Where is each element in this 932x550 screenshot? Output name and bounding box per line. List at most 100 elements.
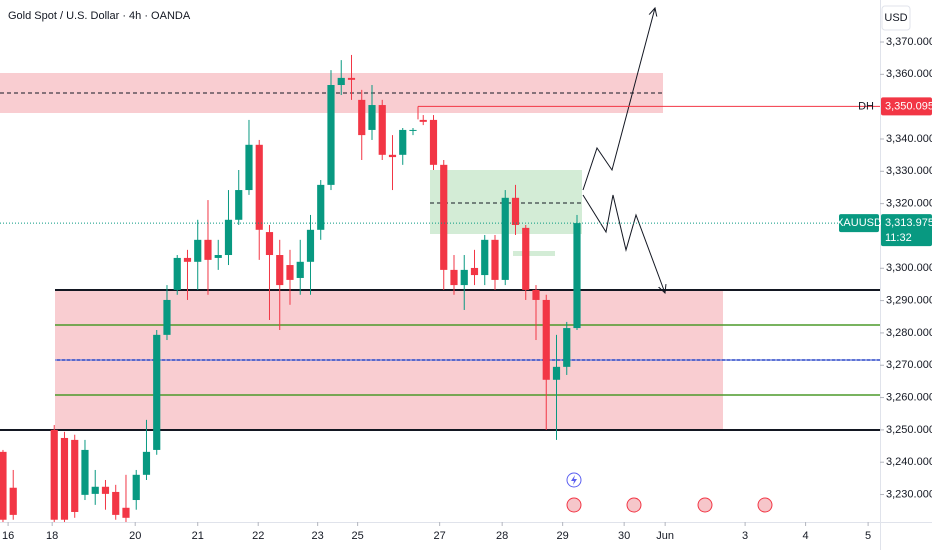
y-tick-label: 3,250.000 (886, 424, 932, 436)
candle-body (173, 257, 181, 290)
event-icon[interactable] (697, 497, 713, 513)
candle-body (204, 239, 212, 260)
x-tick-label: 18 (46, 530, 58, 542)
candle-body (91, 486, 99, 494)
candle-body (112, 491, 120, 515)
small-zone (513, 251, 555, 256)
candle-body (276, 255, 284, 286)
candle-body (419, 119, 427, 122)
candle-body (450, 269, 458, 286)
candle-body (542, 299, 550, 380)
candle-body (142, 451, 151, 475)
x-tick-label: 5 (865, 530, 871, 542)
y-tick-label: 3,260.000 (886, 391, 932, 403)
candle-body (60, 437, 69, 520)
candle-body (409, 129, 417, 131)
x-tick-label: 28 (496, 530, 508, 542)
candle-body (286, 265, 294, 280)
candle-body (481, 239, 489, 276)
candle-body (81, 449, 89, 495)
symbol-label: XAUUSD (836, 217, 882, 229)
candle-body (132, 474, 140, 501)
event-icon[interactable] (626, 497, 642, 513)
x-tick-label: 25 (352, 530, 364, 542)
y-tick-label: 3,340.000 (886, 133, 932, 145)
candle-body (327, 85, 335, 185)
drawings: Gold Spot / U.S. Dollar · 4h · OANDA (0, 8, 880, 522)
unit-box[interactable] (881, 5, 911, 31)
x-tick-label: 16 (2, 530, 14, 542)
candle-body (552, 366, 561, 380)
y-tick-label: 3,230.000 (886, 488, 932, 500)
candle-body (563, 328, 571, 367)
candle-body (388, 154, 397, 158)
candle-body (460, 269, 468, 286)
x-tick-label: 30 (618, 530, 630, 542)
price-line-label: DH (858, 100, 874, 112)
unit-label: USD (884, 12, 907, 24)
overlay: 3,230.000 3,240.000 3,250.000 3,260.000 3,27… (2, 36, 932, 542)
x-tick-label: 21 (192, 530, 204, 542)
x-tick-label: 22 (252, 530, 264, 542)
event-icon[interactable] (566, 497, 582, 513)
candle-body (50, 429, 58, 520)
last-price-label: 3,313.975 (885, 217, 932, 229)
candle-body (101, 486, 110, 494)
y-tick-label: 3,240.000 (886, 456, 932, 468)
candle-body (573, 223, 581, 329)
candle-body (224, 219, 233, 256)
x-tick-label: 29 (557, 530, 569, 542)
y-tick-label: 3,330.000 (886, 165, 932, 177)
y-tick-label: 3,290.000 (886, 295, 932, 307)
candle-body (245, 144, 253, 191)
candle-body (9, 487, 17, 515)
candle-body (265, 232, 274, 256)
event-icon-glyph (571, 475, 577, 485)
candle-body (235, 190, 243, 220)
candle-body (501, 197, 509, 280)
x-tick-label: 27 (434, 530, 446, 542)
candle-body (122, 507, 130, 518)
candle-body (399, 129, 407, 155)
candle-body (296, 261, 304, 278)
last-price-badge (881, 214, 932, 247)
candle-body (429, 119, 438, 165)
candle-body (378, 105, 386, 155)
candle-body (183, 257, 192, 262)
candle-body (317, 184, 325, 230)
x-tick-label: 3 (742, 530, 748, 542)
price-badge (881, 97, 932, 116)
event-icons (566, 472, 773, 513)
candle-body (214, 255, 222, 258)
candle-body (163, 299, 171, 335)
y-tick-label: 3,270.000 (886, 359, 932, 371)
candle-body (0, 451, 7, 520)
candle-body (491, 239, 499, 280)
candle-body (194, 239, 202, 262)
x-tick-label: 4 (803, 530, 809, 542)
symbol-badge (839, 214, 879, 233)
y-tick-label: 3,280.000 (886, 327, 932, 339)
x-tick-label: 20 (129, 530, 141, 542)
event-icon[interactable] (757, 497, 773, 513)
candle-body (347, 77, 356, 80)
candle-body (71, 439, 79, 512)
y-tick-label: 3,300.000 (886, 262, 932, 274)
candle-body (532, 289, 540, 300)
plot (0, 54, 880, 522)
candle-body (522, 227, 530, 290)
x-tick-label: Jun (656, 530, 674, 542)
y-tick-label: 3,360.000 (886, 68, 932, 80)
chart-title: Gold Spot / U.S. Dollar · 4h · OANDA (8, 10, 191, 22)
candle-body (440, 164, 448, 270)
candle-body (153, 334, 161, 450)
candle-body (337, 77, 345, 86)
candle-body (255, 144, 263, 230)
candle-body (368, 105, 376, 130)
y-tick-label: 3,320.000 (886, 198, 932, 210)
projection-arrow (582, 8, 655, 191)
candle-body (511, 197, 520, 225)
y-tick-label: 3,370.000 (886, 36, 932, 48)
candle-body (306, 229, 315, 262)
